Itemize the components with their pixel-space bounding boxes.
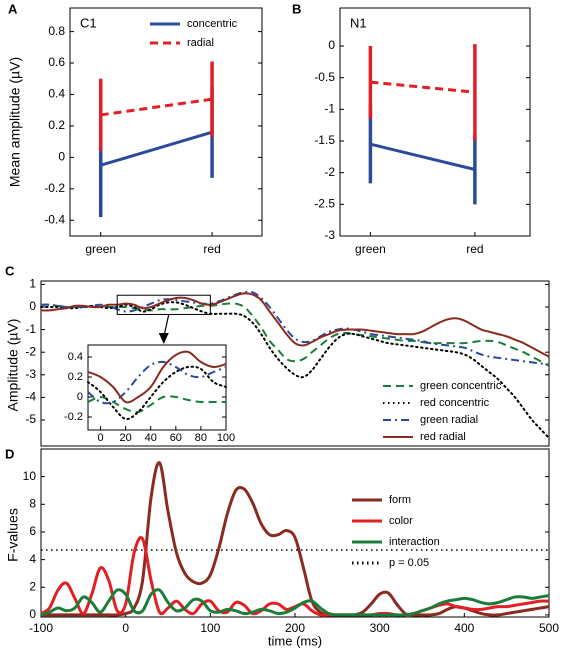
series-line — [100, 130, 213, 167]
y-tick-label: 0 — [58, 150, 65, 164]
legend-label: form — [389, 494, 411, 506]
x-tick-label: 0 — [122, 621, 129, 635]
y-tick-label: -0.4 — [44, 212, 65, 226]
y-tick-label: -2 — [25, 344, 36, 358]
series-line — [87, 365, 227, 421]
y-tick-label: 0.2 — [68, 371, 83, 383]
legend-label: color — [389, 515, 413, 527]
x-tick-label: green — [355, 242, 386, 256]
y-tick-label: 0 — [29, 607, 36, 621]
y-tick-label: 0.6 — [48, 55, 65, 69]
y-tick-label: -4 — [25, 390, 36, 404]
zoom-arrowhead — [158, 333, 169, 344]
y-axis-label: Amplitude (µV) — [5, 319, 21, 412]
y-tick-label: -1 — [25, 322, 36, 336]
y-tick-label: -0.5 — [314, 70, 335, 84]
x-tick-label: red — [466, 242, 483, 256]
legend-label: radial — [187, 37, 214, 49]
series-line — [40, 290, 550, 366]
x-tick-label: 60 — [170, 432, 182, 444]
annotation: C1 — [80, 15, 97, 30]
legend-label: p = 0.05 — [389, 557, 429, 569]
y-tick-label: 0.4 — [68, 351, 83, 363]
y-tick-label: 2 — [29, 579, 36, 593]
y-tick-label: -1 — [324, 102, 335, 116]
x-tick-label: 20 — [120, 432, 132, 444]
y-tick-label: 0 — [77, 391, 83, 403]
y-tick-label: 0 — [29, 299, 36, 313]
y-axis-label: F-values — [5, 508, 21, 562]
y-tick-label: 1 — [29, 277, 36, 291]
y-tick-label: -5 — [25, 412, 36, 426]
plot-area — [40, 448, 550, 618]
y-tick-label: -2 — [324, 165, 335, 179]
plot-area — [87, 344, 227, 431]
y-tick-label: -0.2 — [64, 411, 83, 423]
y-tick-label: 0.2 — [48, 118, 65, 132]
series-line — [87, 395, 226, 414]
x-tick-label: 0 — [97, 432, 103, 444]
series-line — [40, 588, 550, 617]
x-tick-label: -100 — [29, 621, 53, 635]
panel-label: B — [292, 1, 301, 16]
y-tick-label: 10 — [23, 469, 37, 483]
series-line — [40, 292, 550, 358]
x-tick-label: 80 — [195, 432, 207, 444]
legend-label: concentric — [187, 18, 238, 30]
y-tick-label: -3 — [25, 367, 36, 381]
series-line — [40, 302, 550, 367]
legend-label: red radial — [420, 431, 466, 443]
plot-area — [339, 7, 531, 237]
legend-label: green radial — [420, 414, 478, 426]
legend-label: green concentric — [420, 380, 502, 392]
x-tick-label: 100 — [200, 621, 220, 635]
legend-label: interaction — [389, 536, 440, 548]
y-tick-label: 0.4 — [48, 87, 65, 101]
x-tick-label: 300 — [370, 621, 390, 635]
x-tick-label: red — [203, 242, 220, 256]
y-tick-label: 0.8 — [48, 24, 65, 38]
series-line — [370, 142, 476, 171]
x-tick-label: 200 — [285, 621, 305, 635]
x-tick-label: 40 — [145, 432, 157, 444]
y-tick-label: -3 — [324, 228, 335, 242]
legend-label: red concentric — [420, 397, 490, 409]
x-tick-label: green — [85, 242, 116, 256]
zoom-window — [116, 294, 211, 315]
y-tick-label: 6 — [29, 524, 36, 538]
x-tick-label: 400 — [454, 621, 474, 635]
panel-label: A — [8, 1, 18, 16]
y-tick-label: -2.5 — [314, 197, 335, 211]
y-tick-label: 8 — [29, 496, 36, 510]
y-tick-label: -1.5 — [314, 133, 335, 147]
y-axis-label: Mean amplitude (µV) — [7, 57, 23, 187]
y-tick-label: 4 — [29, 552, 36, 566]
x-tick-label: 100 — [217, 432, 235, 444]
series-line — [100, 97, 213, 117]
series-line — [370, 80, 476, 94]
y-tick-label: -0.2 — [44, 181, 65, 195]
x-tick-label: 500 — [539, 621, 559, 635]
series-line — [87, 350, 227, 404]
panel-label: C — [5, 263, 15, 278]
panel-label: D — [5, 446, 14, 461]
series-line — [40, 301, 550, 440]
annotation: N1 — [350, 15, 367, 30]
y-tick-label: 0 — [328, 38, 335, 52]
x-axis-label: time (ms) — [268, 633, 322, 648]
